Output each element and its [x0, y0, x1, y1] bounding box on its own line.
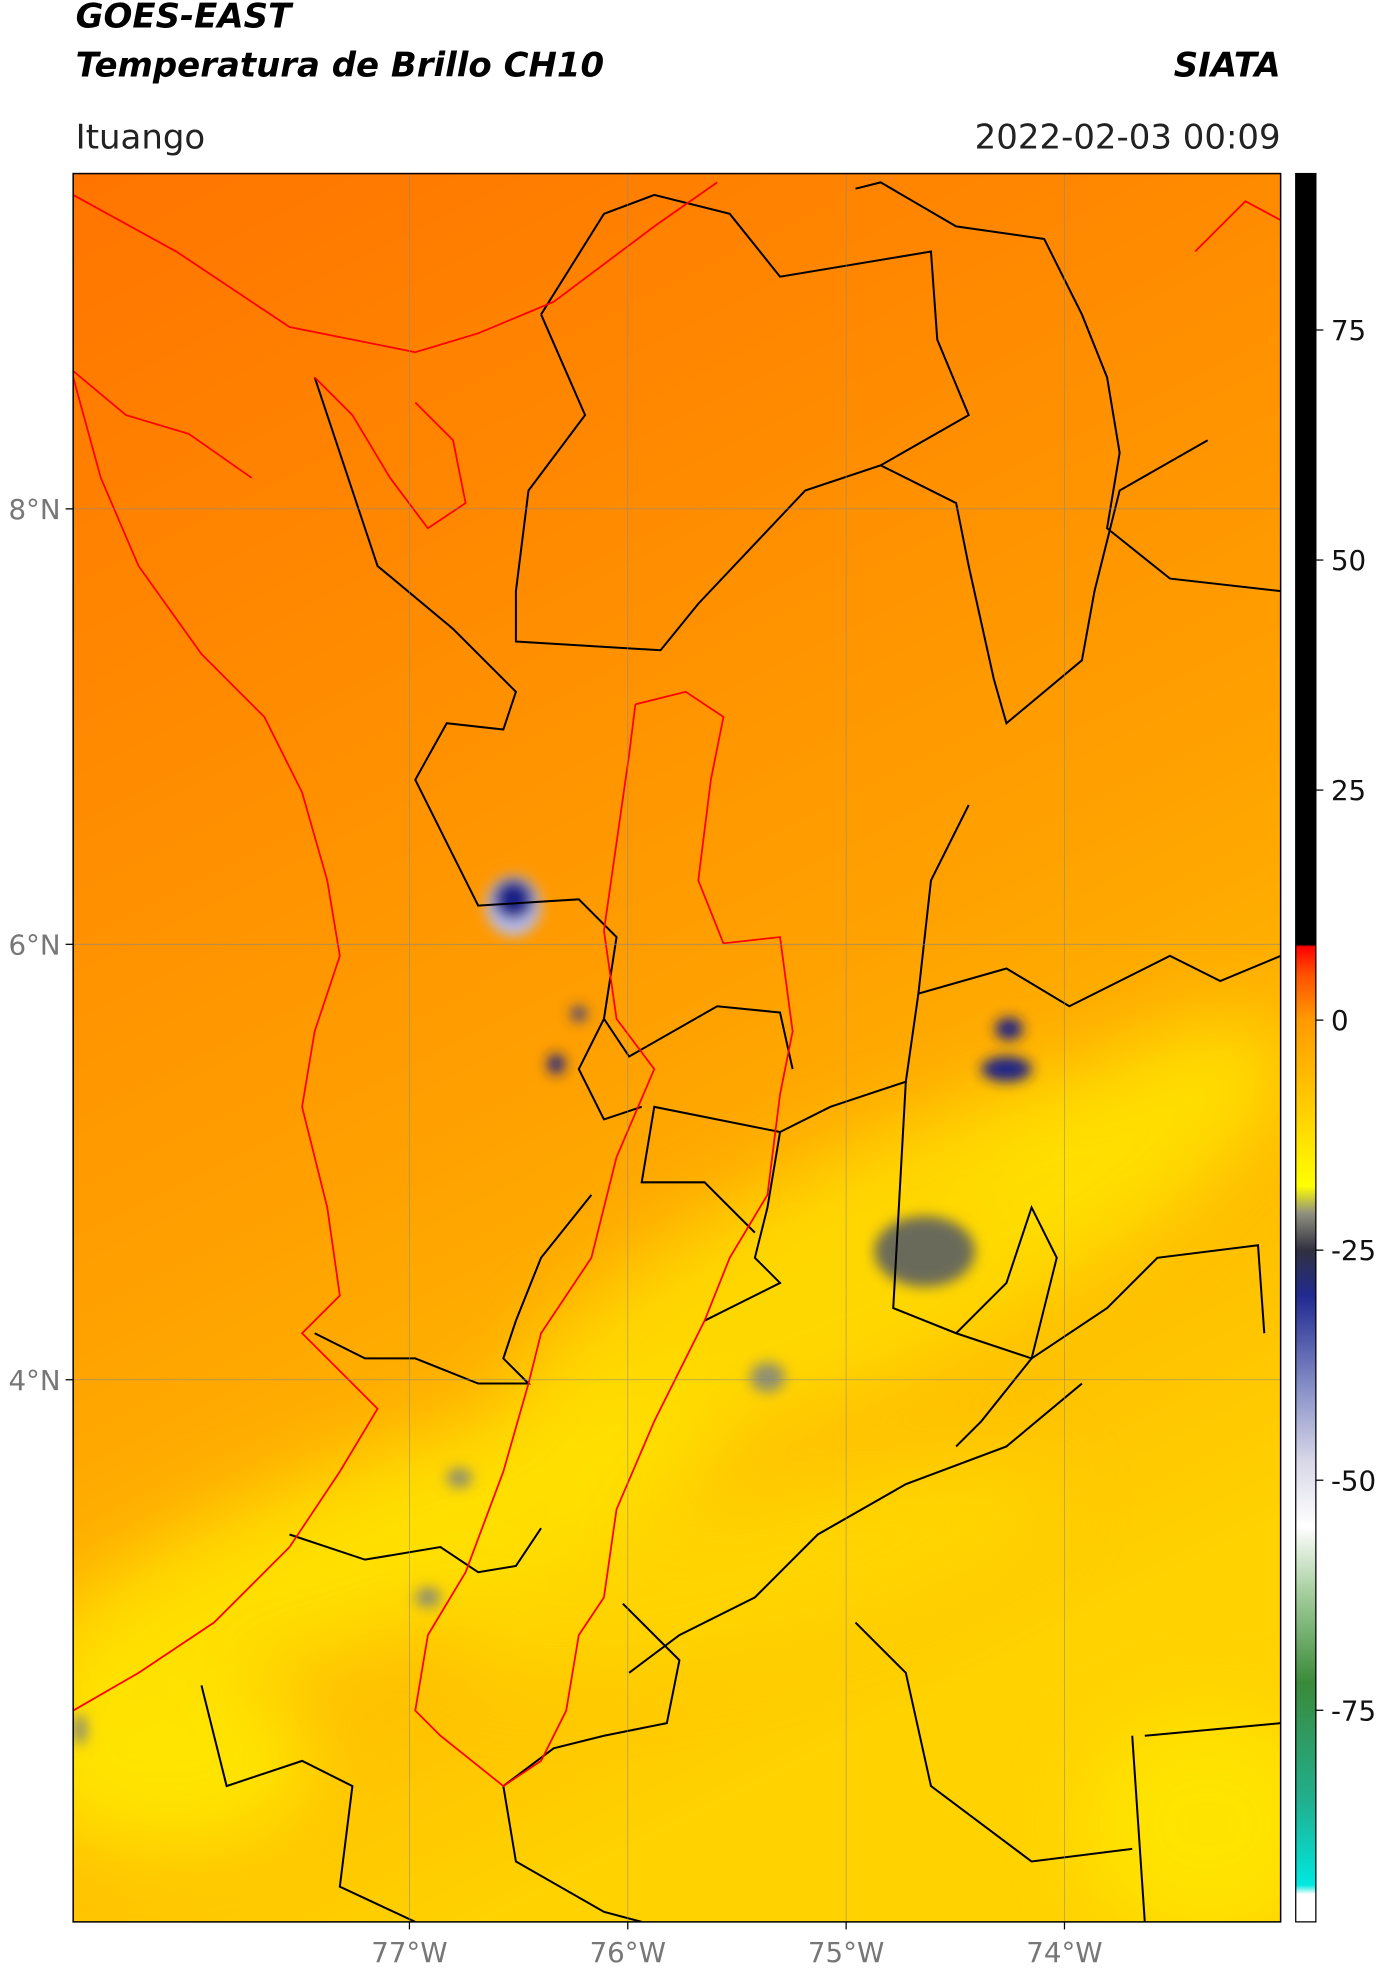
colorbar-tick-label: -75 — [1331, 1694, 1376, 1727]
x-tick-label: 77°W — [371, 1936, 447, 1969]
colorbar-tick-label: 25 — [1331, 774, 1366, 807]
x-tick-label: 75°W — [808, 1936, 884, 1969]
coastline-and-basin — [73, 181, 1281, 1788]
colorbar-bar — [1295, 172, 1317, 1923]
title: GOES-EAST — [76, 0, 294, 37]
grid: 77°W 76°W 75°W 74°W 4°N 6°N 8°N — [8, 173, 1281, 1969]
colorbar-tick-label: 0 — [1331, 1004, 1349, 1037]
colorbar-tick-label: 50 — [1331, 544, 1366, 577]
cloud-tops — [485, 875, 1032, 1082]
y-tick-label: 8°N — [8, 493, 60, 526]
colorbar-tick-label: -50 — [1331, 1464, 1376, 1497]
borders — [200, 181, 1281, 1922]
x-tick-label: 74°W — [1026, 1936, 1102, 1969]
datetime: 2022-02-03 00:09 — [975, 117, 1281, 157]
y-tick-label: 6°N — [8, 928, 60, 961]
x-tick-label: 76°W — [590, 1936, 666, 1969]
map-image — [73, 173, 1281, 1922]
location: Ituango — [76, 117, 206, 157]
subtitle: Temperatura de Brillo CH10 — [76, 46, 604, 86]
map-frame — [72, 172, 1282, 1923]
colorbar-tick-label: -25 — [1331, 1234, 1376, 1267]
colorbar: -75 -50 -25 0 25 50 75 — [1295, 172, 1376, 1923]
source: SIATA — [1174, 46, 1281, 86]
colorbar-tick-label: 75 — [1331, 314, 1366, 347]
y-tick-label: 4°N — [8, 1364, 60, 1397]
